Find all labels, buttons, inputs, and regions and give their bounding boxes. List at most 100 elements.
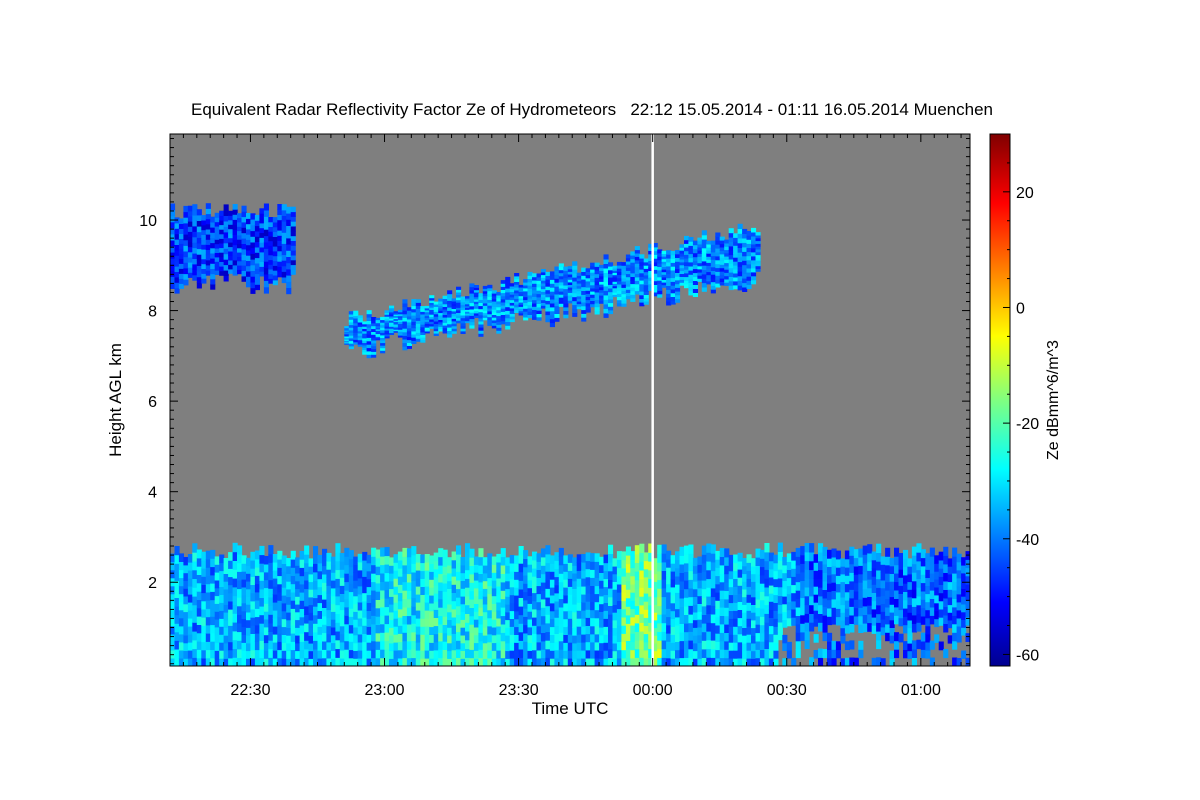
data-cell <box>527 304 533 309</box>
data-cell <box>447 293 453 298</box>
data-cell <box>692 276 698 281</box>
data-cell <box>920 565 926 575</box>
data-cell <box>576 290 582 294</box>
data-cell <box>643 601 649 610</box>
data-cell <box>375 607 381 617</box>
data-cell <box>889 588 895 598</box>
data-cell <box>357 332 363 336</box>
data-cell <box>366 594 372 603</box>
data-cell <box>429 318 435 322</box>
data-cell <box>465 318 471 322</box>
data-cell <box>201 568 207 577</box>
data-cell <box>791 568 797 577</box>
data-cell <box>903 641 909 650</box>
data-cell <box>572 650 578 659</box>
data-cell <box>795 623 801 633</box>
data-cell <box>719 564 725 574</box>
data-cell <box>223 204 229 211</box>
data-cell <box>518 304 524 307</box>
data-cell <box>630 600 636 610</box>
data-cell <box>250 241 256 249</box>
data-cell <box>482 658 488 666</box>
data-cell <box>174 228 180 235</box>
data-cell <box>536 641 542 651</box>
data-cell <box>746 634 752 643</box>
data-cell <box>357 315 363 319</box>
data-cell <box>174 606 180 616</box>
data-cell <box>456 571 462 581</box>
data-cell <box>532 625 538 634</box>
data-cell <box>433 560 439 570</box>
data-cell <box>858 590 864 600</box>
data-cell <box>196 657 202 666</box>
data-cell <box>420 570 426 579</box>
data-cell <box>192 631 198 641</box>
data-cell <box>313 614 319 624</box>
data-cell <box>268 648 274 658</box>
data-cell <box>500 298 506 303</box>
data-cell <box>304 588 310 598</box>
data-cell <box>375 335 381 338</box>
data-cell <box>174 580 180 590</box>
data-cell <box>594 262 600 267</box>
data-cell <box>237 631 243 641</box>
data-cell <box>532 551 538 561</box>
data-cell <box>648 263 654 268</box>
data-cell <box>567 294 573 299</box>
data-cell <box>438 598 444 608</box>
data-cell <box>567 618 573 627</box>
data-cell <box>701 640 707 650</box>
data-cell <box>366 327 372 332</box>
data-cell <box>250 276 256 283</box>
data-cell <box>259 222 265 229</box>
data-cell <box>223 237 229 244</box>
data-cell <box>652 642 658 652</box>
data-cell <box>232 209 238 215</box>
data-cell <box>670 296 676 301</box>
data-cell <box>460 619 466 628</box>
data-cell <box>263 658 269 666</box>
data-cell <box>353 325 359 328</box>
data-cell <box>411 648 417 659</box>
data-cell <box>563 292 569 297</box>
data-cell <box>442 314 448 318</box>
data-cell <box>666 575 672 585</box>
data-cell <box>625 563 631 573</box>
data-cell <box>715 263 721 269</box>
data-cell <box>393 324 399 327</box>
data-cell <box>465 578 471 588</box>
data-cell <box>952 615 958 625</box>
data-cell <box>290 264 296 270</box>
data-cell <box>701 571 707 581</box>
data-cell <box>496 300 502 305</box>
data-cell <box>782 634 788 644</box>
data-cell <box>518 554 524 564</box>
data-cell <box>746 650 752 659</box>
data-cell <box>438 623 444 633</box>
data-cell <box>666 269 672 275</box>
data-cell <box>585 305 591 310</box>
data-cell <box>375 632 381 642</box>
data-cell <box>447 603 453 613</box>
data-cell <box>281 209 287 216</box>
data-cell <box>612 279 618 282</box>
data-cell <box>737 261 743 267</box>
data-cell <box>192 242 198 249</box>
data-cell <box>858 649 864 659</box>
data-cell <box>742 269 748 275</box>
data-cell <box>840 604 846 613</box>
data-cell <box>254 657 260 666</box>
data-cell <box>348 616 354 626</box>
data-cell <box>612 274 618 278</box>
data-cell <box>187 554 193 563</box>
data-cell <box>183 627 189 636</box>
data-cell <box>174 623 180 633</box>
data-cell <box>648 253 654 258</box>
data-cell <box>219 215 225 221</box>
data-cell <box>496 658 502 666</box>
data-cell <box>465 305 471 308</box>
data-cell <box>214 634 220 644</box>
data-cell <box>567 274 573 278</box>
data-cell <box>527 314 533 319</box>
data-cell <box>313 606 319 616</box>
